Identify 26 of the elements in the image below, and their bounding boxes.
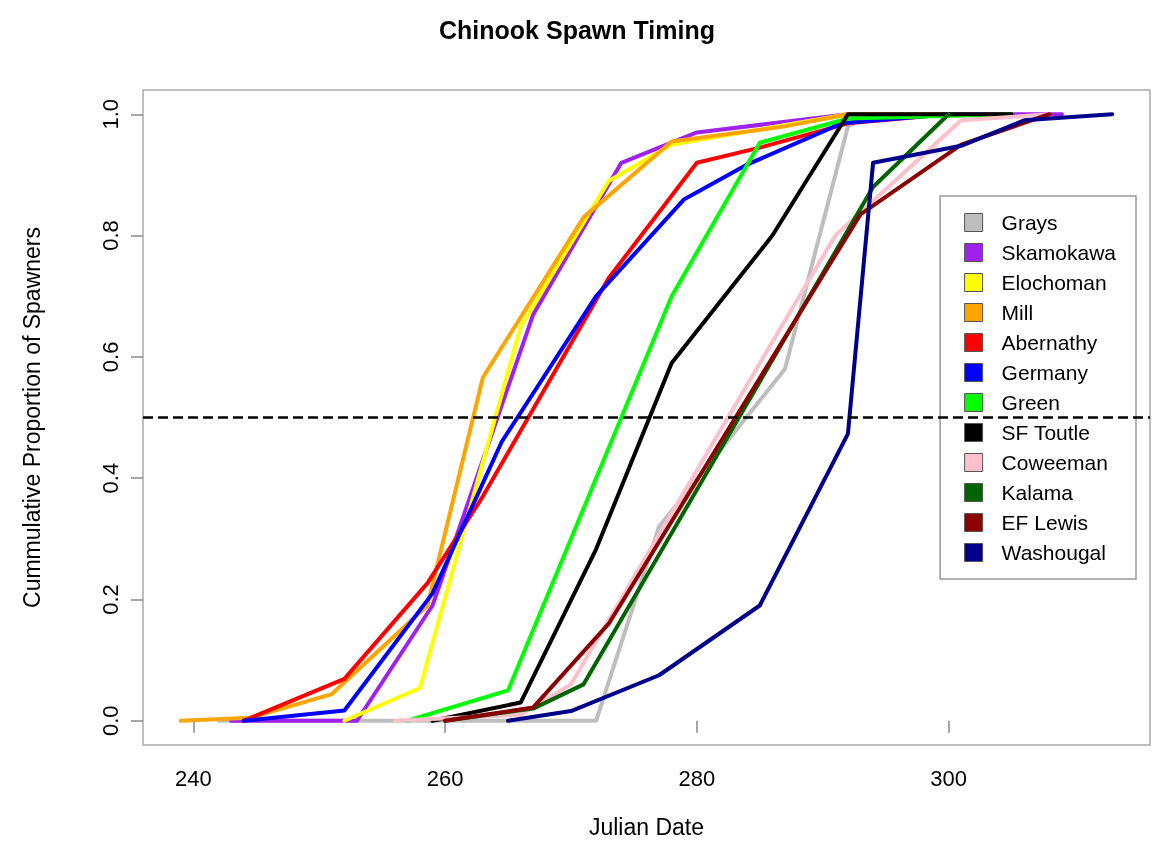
legend-label: Green <box>1001 391 1060 414</box>
legend-label: Elochoman <box>1001 271 1107 294</box>
line-series <box>506 112 1115 723</box>
legend-label: Coweeman <box>1001 451 1108 474</box>
x-tick-label: 280 <box>678 765 716 791</box>
x-axis-title: Julian Date <box>588 813 705 840</box>
legend-label: Abernathy <box>1001 331 1098 354</box>
legend-label: Kalama <box>1001 481 1074 504</box>
y-tick-label: 1.0 <box>97 98 123 130</box>
legend-label: Mill <box>1001 301 1034 324</box>
legend-label: EF Lewis <box>1001 511 1088 534</box>
legend-label: Germany <box>1001 361 1089 384</box>
x-tick-label: 240 <box>174 765 212 791</box>
y-axis-title: Cummulative Proportion of Spawners <box>18 227 45 608</box>
y-tick-label: 0.6 <box>97 341 123 373</box>
x-tick-label: 260 <box>426 765 464 791</box>
legend-label: Washougal <box>1001 541 1106 564</box>
y-tick-label: 0.0 <box>97 705 123 737</box>
chart-title: Chinook Spawn Timing <box>439 15 715 44</box>
y-tick-label: 0.4 <box>97 462 123 494</box>
y-tick-label: 0.8 <box>97 220 123 251</box>
legend-label: Skamokawa <box>1001 241 1117 264</box>
legend-label: SF Toutle <box>1001 421 1090 444</box>
legend-label: Grays <box>1001 211 1058 234</box>
y-tick-label: 0.2 <box>97 584 123 615</box>
x-tick-label: 300 <box>930 765 967 791</box>
